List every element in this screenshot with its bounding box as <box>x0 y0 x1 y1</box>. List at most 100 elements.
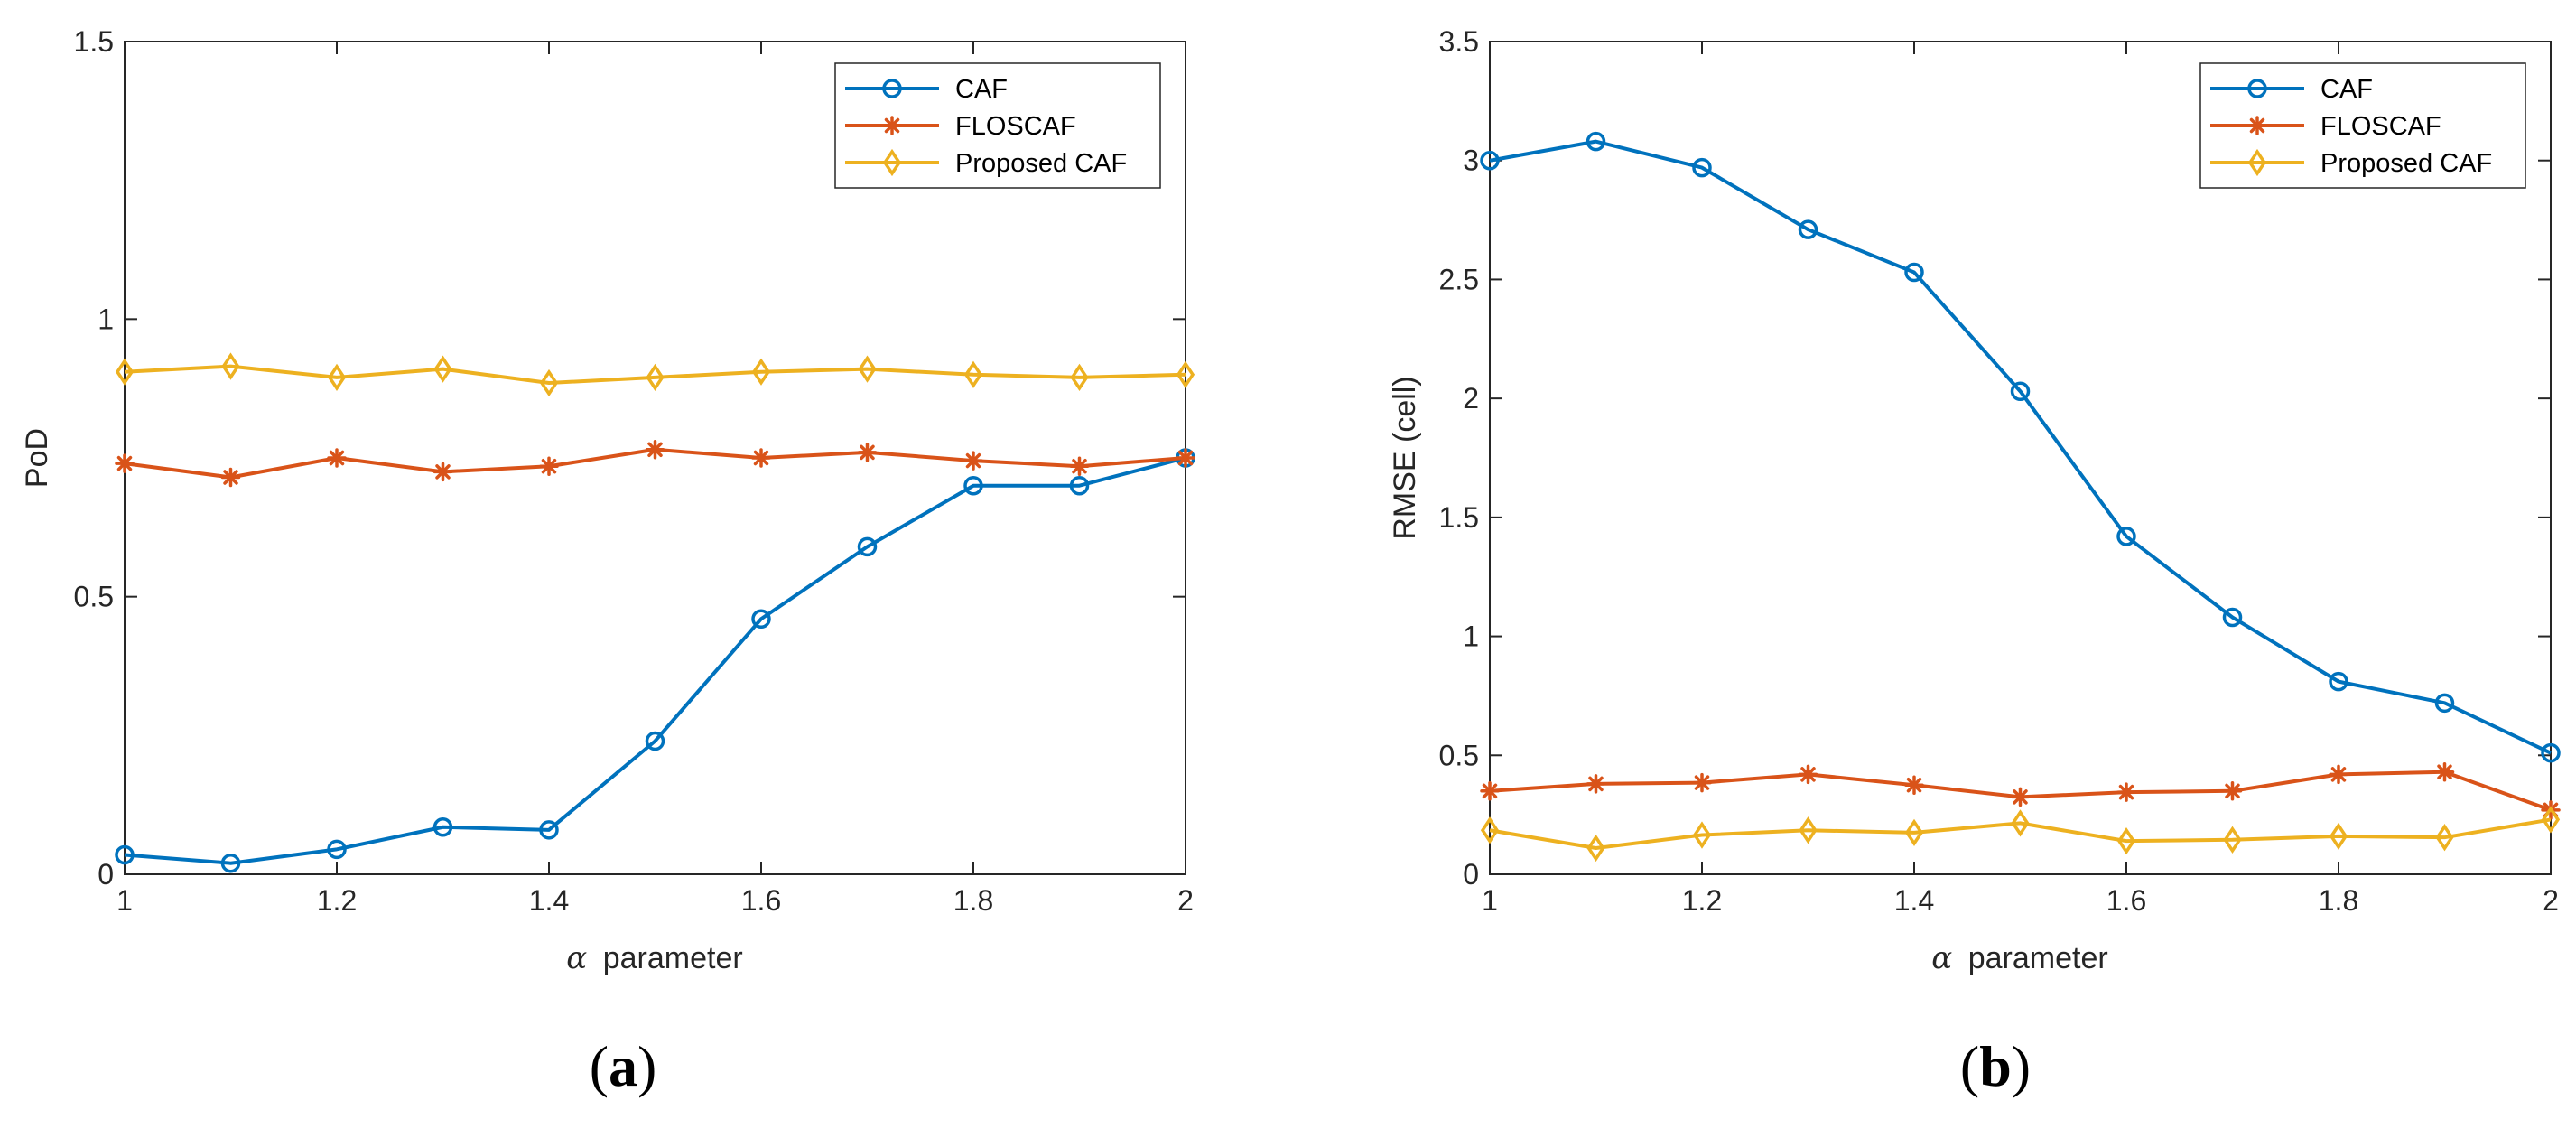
data-point-b-caf <box>1798 219 1818 239</box>
data-point-a-proposed-caf <box>751 358 771 386</box>
data-point-b-proposed-caf <box>1692 821 1712 849</box>
x-tick-label-a: 1.2 <box>317 884 357 917</box>
x-tick-label-a: 1.6 <box>741 884 781 917</box>
data-point-a-caf <box>220 853 241 873</box>
y-tick-label-a: 0 <box>98 858 114 891</box>
legend-asterisk-b <box>2247 116 2267 135</box>
data-point-b-proposed-caf <box>1480 816 1500 844</box>
data-point-a-proposed-caf <box>1176 360 1195 388</box>
data-point-b-proposed-caf <box>2435 824 2454 852</box>
x-tick-label-b: 2 <box>2543 884 2559 917</box>
y-tick-label-b: 0 <box>1463 858 1479 891</box>
data-point-b-floscaf <box>1586 774 1606 794</box>
x-tick-label-a: 1.8 <box>953 884 993 917</box>
data-point-a-proposed-caf <box>115 358 135 386</box>
data-point-b-floscaf <box>1480 781 1500 801</box>
legend-a: CAF FLOSCAF Proposed CAF <box>834 62 1161 189</box>
data-point-a-caf <box>751 609 771 630</box>
series-line-a-proposed-caf <box>124 364 1186 386</box>
panel-label-a: (a) <box>590 1034 657 1098</box>
data-point-b-caf <box>2329 671 2348 692</box>
series-group-a <box>115 352 1195 873</box>
legend-marker-a-proposed <box>882 148 902 177</box>
data-point-a-proposed-caf <box>1070 363 1089 392</box>
y-tick-label-a: 1 <box>98 303 114 335</box>
legend-entry-b-floscaf: FLOSCAF <box>2210 112 2441 141</box>
x-tick-label-a: 2 <box>1177 884 1194 917</box>
data-point-a-caf <box>115 844 135 865</box>
y-tick-label-b: 2 <box>1463 382 1479 415</box>
data-point-a-floscaf <box>645 440 665 460</box>
data-point-b-caf <box>2222 607 2243 628</box>
legend-marker-a-caf <box>882 79 902 98</box>
y-tick-label-b: 1 <box>1463 620 1479 653</box>
x-axis-label-a: α parameter <box>566 940 742 976</box>
chart-panel-b: 1 1.2 1.4 1.6 1.8 2 0 0.5 1 1.5 2 2.5 3 3.5 RMSE (cel… <box>1388 25 2561 1098</box>
legend-entry-a-proposed: Proposed CAF <box>845 148 1127 178</box>
data-point-b-caf <box>2434 693 2455 714</box>
y-axis-label-a: PoD <box>20 428 54 488</box>
data-point-b-proposed-caf <box>1586 834 1605 863</box>
data-point-a-floscaf <box>220 467 241 488</box>
legend-entry-a-floscaf: FLOSCAF <box>845 112 1076 141</box>
data-point-a-caf <box>857 536 878 557</box>
legend-label-a-caf: CAF <box>955 75 1008 104</box>
data-point-b-floscaf <box>1798 764 1818 785</box>
ticks-b: 1 1.2 1.4 1.6 1.8 2 0 0.5 1 1.5 2 2.5 3 3.5 <box>1439 25 2559 917</box>
legend-marker-a-floscaf <box>882 116 902 135</box>
x-tick-label-b: 1 <box>1482 884 1498 917</box>
legend-b: CAF FLOSCAF Proposed CAF <box>2199 62 2526 189</box>
data-point-a-caf <box>963 475 983 496</box>
data-point-b-caf <box>1692 157 1712 178</box>
legend-marker-b-caf <box>2247 79 2267 98</box>
legend-label-b-floscaf: FLOSCAF <box>2320 112 2441 141</box>
legend-marker-b-proposed <box>2247 148 2267 177</box>
data-point-b-floscaf <box>2329 764 2348 785</box>
data-point-a-caf <box>432 817 453 837</box>
legend-entry-a-caf: CAF <box>845 75 1008 104</box>
y-tick-label-b: 2.5 <box>1439 263 1479 295</box>
data-point-b-caf <box>1586 131 1606 152</box>
data-point-a-caf <box>327 839 347 860</box>
series-b-caf <box>1480 131 2561 763</box>
x-tick-label-b: 1.6 <box>2106 884 2146 917</box>
data-point-a-floscaf <box>751 448 771 468</box>
data-point-a-proposed-caf <box>858 355 877 383</box>
series-line-b-caf <box>1489 139 2552 755</box>
series-group-b <box>1480 131 2561 863</box>
data-point-b-floscaf <box>2010 787 2031 807</box>
panel-letter-a: a <box>609 1034 637 1098</box>
legend-label-a-floscaf: FLOSCAF <box>955 112 1076 141</box>
panel-paren-open-b: ( <box>1960 1034 1979 1098</box>
x-axis-label-b: α parameter <box>1931 940 2107 976</box>
series-line-b-proposed-caf <box>1489 817 2552 851</box>
data-point-b-proposed-caf <box>1799 816 1818 844</box>
data-point-a-floscaf <box>115 453 135 473</box>
data-point-b-caf <box>1480 150 1500 171</box>
panel-letter-b: b <box>1979 1034 2012 1098</box>
data-point-b-floscaf <box>2434 761 2455 782</box>
data-point-a-proposed-caf <box>539 368 559 397</box>
data-point-a-caf <box>645 731 665 751</box>
legend-entry-b-caf: CAF <box>2210 75 2373 104</box>
data-point-a-caf <box>539 820 559 840</box>
data-point-a-proposed-caf <box>327 363 347 392</box>
x-tick-label-a: 1 <box>116 884 133 917</box>
x-axis-label-text-a: parameter <box>603 941 743 975</box>
data-point-a-floscaf <box>1176 448 1195 468</box>
legend-asterisk-a <box>882 116 902 135</box>
data-point-a-floscaf <box>539 456 559 476</box>
data-point-b-caf <box>2010 381 2031 401</box>
data-point-a-floscaf <box>963 451 983 471</box>
panel-label-b: (b) <box>1960 1034 2031 1098</box>
y-tick-label-a: 0.5 <box>74 581 114 613</box>
data-point-b-proposed-caf <box>2223 826 2242 854</box>
data-point-a-floscaf <box>857 443 878 462</box>
y-tick-label-a: 1.5 <box>74 25 114 58</box>
data-point-a-floscaf <box>432 462 453 482</box>
data-point-b-proposed-caf <box>2329 822 2348 851</box>
x-tick-label-b: 1.8 <box>2319 884 2358 917</box>
data-point-b-proposed-caf <box>1904 818 1924 847</box>
legend-label-b-caf: CAF <box>2320 75 2373 104</box>
